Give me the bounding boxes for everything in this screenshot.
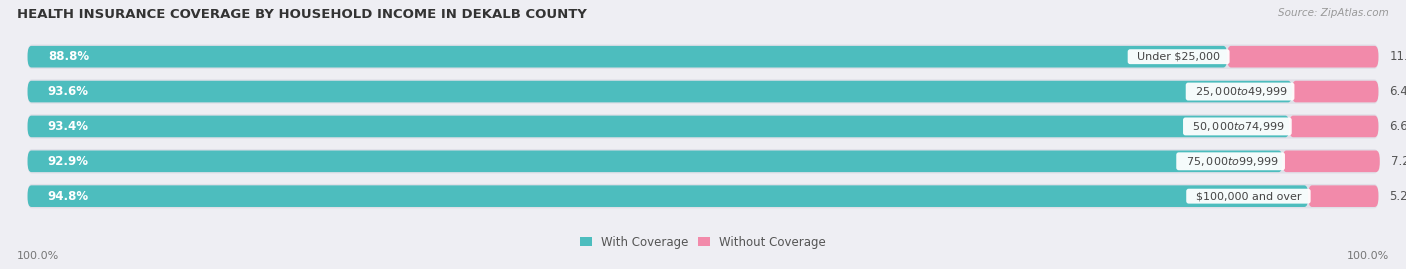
FancyBboxPatch shape — [28, 81, 1292, 102]
Text: 6.4%: 6.4% — [1389, 85, 1406, 98]
Text: 92.9%: 92.9% — [48, 155, 89, 168]
FancyBboxPatch shape — [1308, 185, 1378, 207]
Text: 93.4%: 93.4% — [48, 120, 89, 133]
Text: Source: ZipAtlas.com: Source: ZipAtlas.com — [1278, 8, 1389, 18]
FancyBboxPatch shape — [1282, 150, 1379, 172]
Text: 7.2%: 7.2% — [1391, 155, 1406, 168]
Text: 88.8%: 88.8% — [48, 50, 89, 63]
Text: 94.8%: 94.8% — [48, 190, 89, 203]
FancyBboxPatch shape — [28, 184, 1378, 208]
Text: $50,000 to $74,999: $50,000 to $74,999 — [1185, 120, 1289, 133]
FancyBboxPatch shape — [28, 114, 1378, 139]
Text: 6.6%: 6.6% — [1389, 120, 1406, 133]
FancyBboxPatch shape — [28, 116, 1289, 137]
Text: HEALTH INSURANCE COVERAGE BY HOUSEHOLD INCOME IN DEKALB COUNTY: HEALTH INSURANCE COVERAGE BY HOUSEHOLD I… — [17, 8, 586, 21]
Text: 5.2%: 5.2% — [1389, 190, 1406, 203]
Legend: With Coverage, Without Coverage: With Coverage, Without Coverage — [579, 236, 827, 249]
Text: 100.0%: 100.0% — [1347, 251, 1389, 261]
FancyBboxPatch shape — [1292, 81, 1378, 102]
Text: Under $25,000: Under $25,000 — [1130, 52, 1227, 62]
Text: $25,000 to $49,999: $25,000 to $49,999 — [1188, 85, 1292, 98]
FancyBboxPatch shape — [28, 44, 1378, 69]
FancyBboxPatch shape — [28, 46, 1227, 68]
FancyBboxPatch shape — [1289, 116, 1378, 137]
Text: 93.6%: 93.6% — [48, 85, 89, 98]
FancyBboxPatch shape — [1227, 46, 1378, 68]
Text: $100,000 and over: $100,000 and over — [1188, 191, 1308, 201]
FancyBboxPatch shape — [28, 150, 1282, 172]
Text: 11.2%: 11.2% — [1389, 50, 1406, 63]
FancyBboxPatch shape — [28, 185, 1308, 207]
FancyBboxPatch shape — [28, 149, 1378, 174]
FancyBboxPatch shape — [28, 79, 1378, 104]
Text: $75,000 to $99,999: $75,000 to $99,999 — [1178, 155, 1282, 168]
Text: 100.0%: 100.0% — [17, 251, 59, 261]
